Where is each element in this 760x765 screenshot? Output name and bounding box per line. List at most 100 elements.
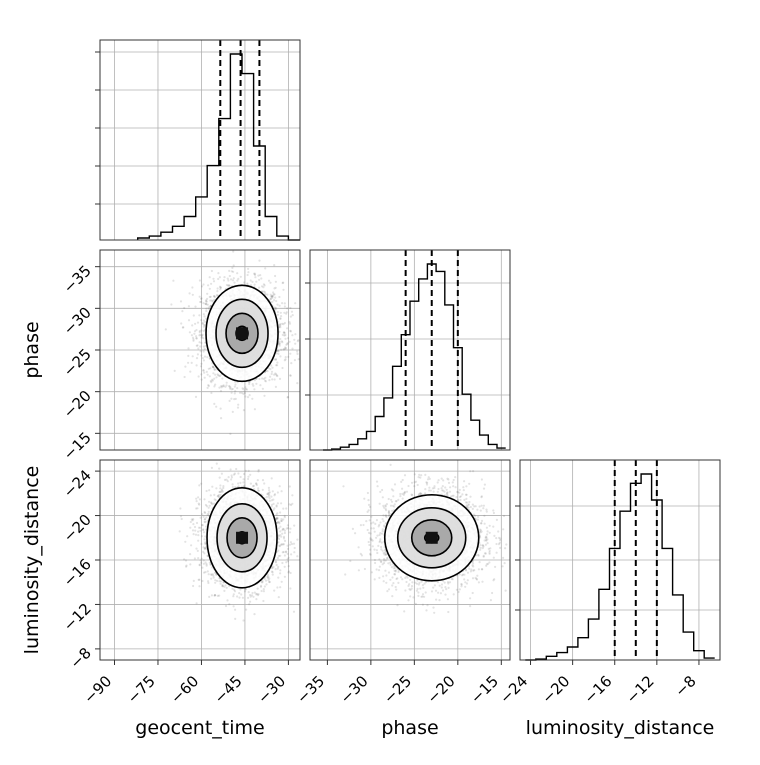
scatter-geo-phase-point <box>208 368 210 370</box>
scatter-geo-phase-point <box>204 348 206 350</box>
scatter-geo-lum-point <box>203 531 205 533</box>
scatter-geo-phase-point <box>204 356 206 358</box>
scatter-geo-phase-point <box>197 322 199 324</box>
scatter-geo-lum-point <box>250 483 252 485</box>
scatter-geo-phase-point <box>271 378 273 380</box>
scatter-geo-lum-point <box>257 487 259 489</box>
scatter-geo-lum-point <box>275 568 277 570</box>
scatter-geo-phase-point <box>270 365 272 367</box>
scatter-geo-phase-point <box>258 279 260 281</box>
scatter-geo-phase-point <box>258 378 260 380</box>
scatter-geo-phase-point <box>200 350 202 352</box>
scatter-geo-lum-point <box>258 469 260 471</box>
scatter-geo-lum-point <box>266 496 268 498</box>
scatter-geo-lum-point <box>232 595 234 597</box>
scatter-geo-lum-point <box>201 580 203 582</box>
scatter-geo-phase-point <box>289 307 291 309</box>
scatter-geo-phase-point <box>233 282 235 284</box>
scatter-geo-lum-point <box>197 531 199 533</box>
scatter-geo-phase-point <box>210 283 212 285</box>
scatter-geo-lum-point <box>277 517 279 519</box>
scatter-geo-lum-point <box>221 473 223 475</box>
scatter-geo-lum-point <box>208 501 210 503</box>
scatter-geo-lum-point <box>272 574 274 576</box>
scatter-geo-lum-point <box>195 548 197 550</box>
scatter-geo-lum-point <box>273 590 275 592</box>
scatter-geo-lum-point <box>285 561 287 563</box>
scatter-geo-lum-point <box>196 507 198 509</box>
scatter-geo-lum-point <box>203 552 205 554</box>
scatter-geo-phase-point <box>251 281 253 283</box>
scatter-geo-lum-point <box>208 489 210 491</box>
scatter-geo-phase-point <box>285 356 287 358</box>
scatter-geo-phase-point <box>280 315 282 317</box>
scatter-geo-phase-point <box>268 379 270 381</box>
scatter-geo-phase-point <box>286 327 288 329</box>
scatter-geo-phase-point <box>201 379 203 381</box>
scatter-geo-phase-point <box>207 284 209 286</box>
scatter-geo-lum-point <box>192 585 194 587</box>
scatter-geo-lum-point <box>245 470 247 472</box>
scatter-geo-lum-point <box>293 543 295 545</box>
scatter-geo-phase-point <box>296 350 298 352</box>
scatter-geo-phase-point <box>275 386 277 388</box>
scatter-geo-phase-point <box>193 333 195 335</box>
scatter-geo-phase-point <box>289 323 291 325</box>
scatter-geo-lum-point <box>283 551 285 553</box>
scatter-geo-phase-point <box>200 354 202 356</box>
scatter-geo-phase-point <box>192 355 194 357</box>
scatter-geo-phase-point <box>202 283 204 285</box>
scatter-geo-phase-point <box>269 368 271 370</box>
scatter-geo-lum-point <box>283 537 285 539</box>
scatter-geo-lum-point <box>290 504 292 506</box>
scatter-geo-phase-point <box>244 395 246 397</box>
scatter-geo-phase-point <box>237 278 239 280</box>
scatter-geo-phase-point <box>203 372 205 374</box>
scatter-geo-phase-point <box>270 298 272 300</box>
scatter-geo-lum-point <box>256 484 258 486</box>
scatter-geo-lum-point <box>257 588 259 590</box>
scatter-geo-phase-point <box>230 398 232 400</box>
scatter-geo-lum-point <box>216 463 218 465</box>
scatter-geo-phase-point <box>187 355 189 357</box>
scatter-geo-phase-point <box>209 276 211 278</box>
scatter-geo-lum-point <box>274 493 276 495</box>
scatter-geo-lum-point <box>189 527 191 529</box>
scatter-geo-phase-point <box>279 305 281 307</box>
scatter-geo-lum-point <box>277 577 279 579</box>
scatter-geo-phase-point <box>192 340 194 342</box>
scatter-geo-lum-point <box>180 515 182 517</box>
scatter-geo-lum-point <box>267 579 269 581</box>
scatter-geo-phase-point <box>269 282 271 284</box>
scatter-geo-lum-point <box>278 596 280 598</box>
scatter-geo-phase-point <box>254 408 256 410</box>
scatter-geo-lum-point <box>211 486 213 488</box>
scatter-geo-phase-point <box>215 376 217 378</box>
scatter-geo-phase-point <box>275 300 277 302</box>
scatter-geo-lum-point <box>268 489 270 491</box>
scatter-geo-lum-point <box>198 585 200 587</box>
scatter-geo-phase-point <box>283 331 285 333</box>
scatter-geo-phase-point <box>266 294 268 296</box>
scatter-geo-lum-point <box>215 487 217 489</box>
scatter-geo-lum-point <box>285 507 287 509</box>
x-axis-label-geocent-time: geocent_time <box>135 717 264 739</box>
scatter-geo-lum-point <box>290 572 292 574</box>
scatter-geo-lum-point <box>203 498 205 500</box>
scatter-geo-phase-point <box>205 310 207 312</box>
scatter-geo-lum-point <box>228 476 230 478</box>
scatter-geo-lum-point <box>261 590 263 592</box>
scatter-geo-phase-point <box>263 283 265 285</box>
scatter-geo-phase-point <box>227 278 229 280</box>
scatter-geo-lum-point <box>205 516 207 518</box>
scatter-geo-phase-point <box>285 344 287 346</box>
scatter-geo-phase-point <box>215 406 217 408</box>
scatter-geo-lum-point <box>186 535 188 537</box>
scatter-geo-phase-point <box>251 398 253 400</box>
scatter-geo-lum-point <box>278 538 280 540</box>
scatter-geo-lum-point <box>201 513 203 515</box>
scatter-geo-lum-point <box>287 571 289 573</box>
scatter-geo-lum-point <box>197 557 199 559</box>
scatter-geo-phase-point <box>203 359 205 361</box>
